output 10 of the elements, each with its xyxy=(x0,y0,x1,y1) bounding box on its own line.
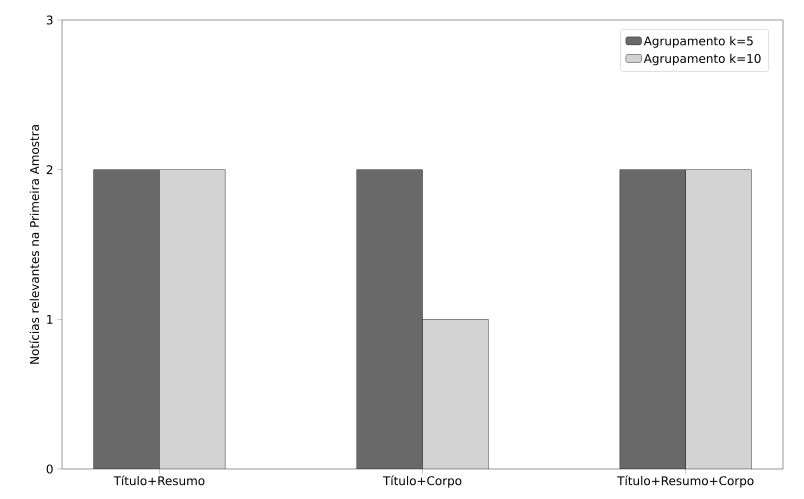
y-tick-label: 3 xyxy=(46,15,53,25)
y-axis-title: Notícias relevantes na Primeira Amostra xyxy=(29,125,40,364)
x-tick-label: Título+Resumo+Corpo xyxy=(617,476,754,488)
y-tick-label: 2 xyxy=(46,165,52,174)
y-tick-label: 0 xyxy=(46,464,53,474)
legend-label: Agrupamento k=10 xyxy=(644,54,761,66)
x-tick-label: Título+Resumo xyxy=(114,476,204,486)
legend-label: Agrupamento k=5 xyxy=(644,36,753,48)
x-tick-label: Título+Corpo xyxy=(382,476,462,488)
y-tick-label: 1 xyxy=(47,314,52,324)
